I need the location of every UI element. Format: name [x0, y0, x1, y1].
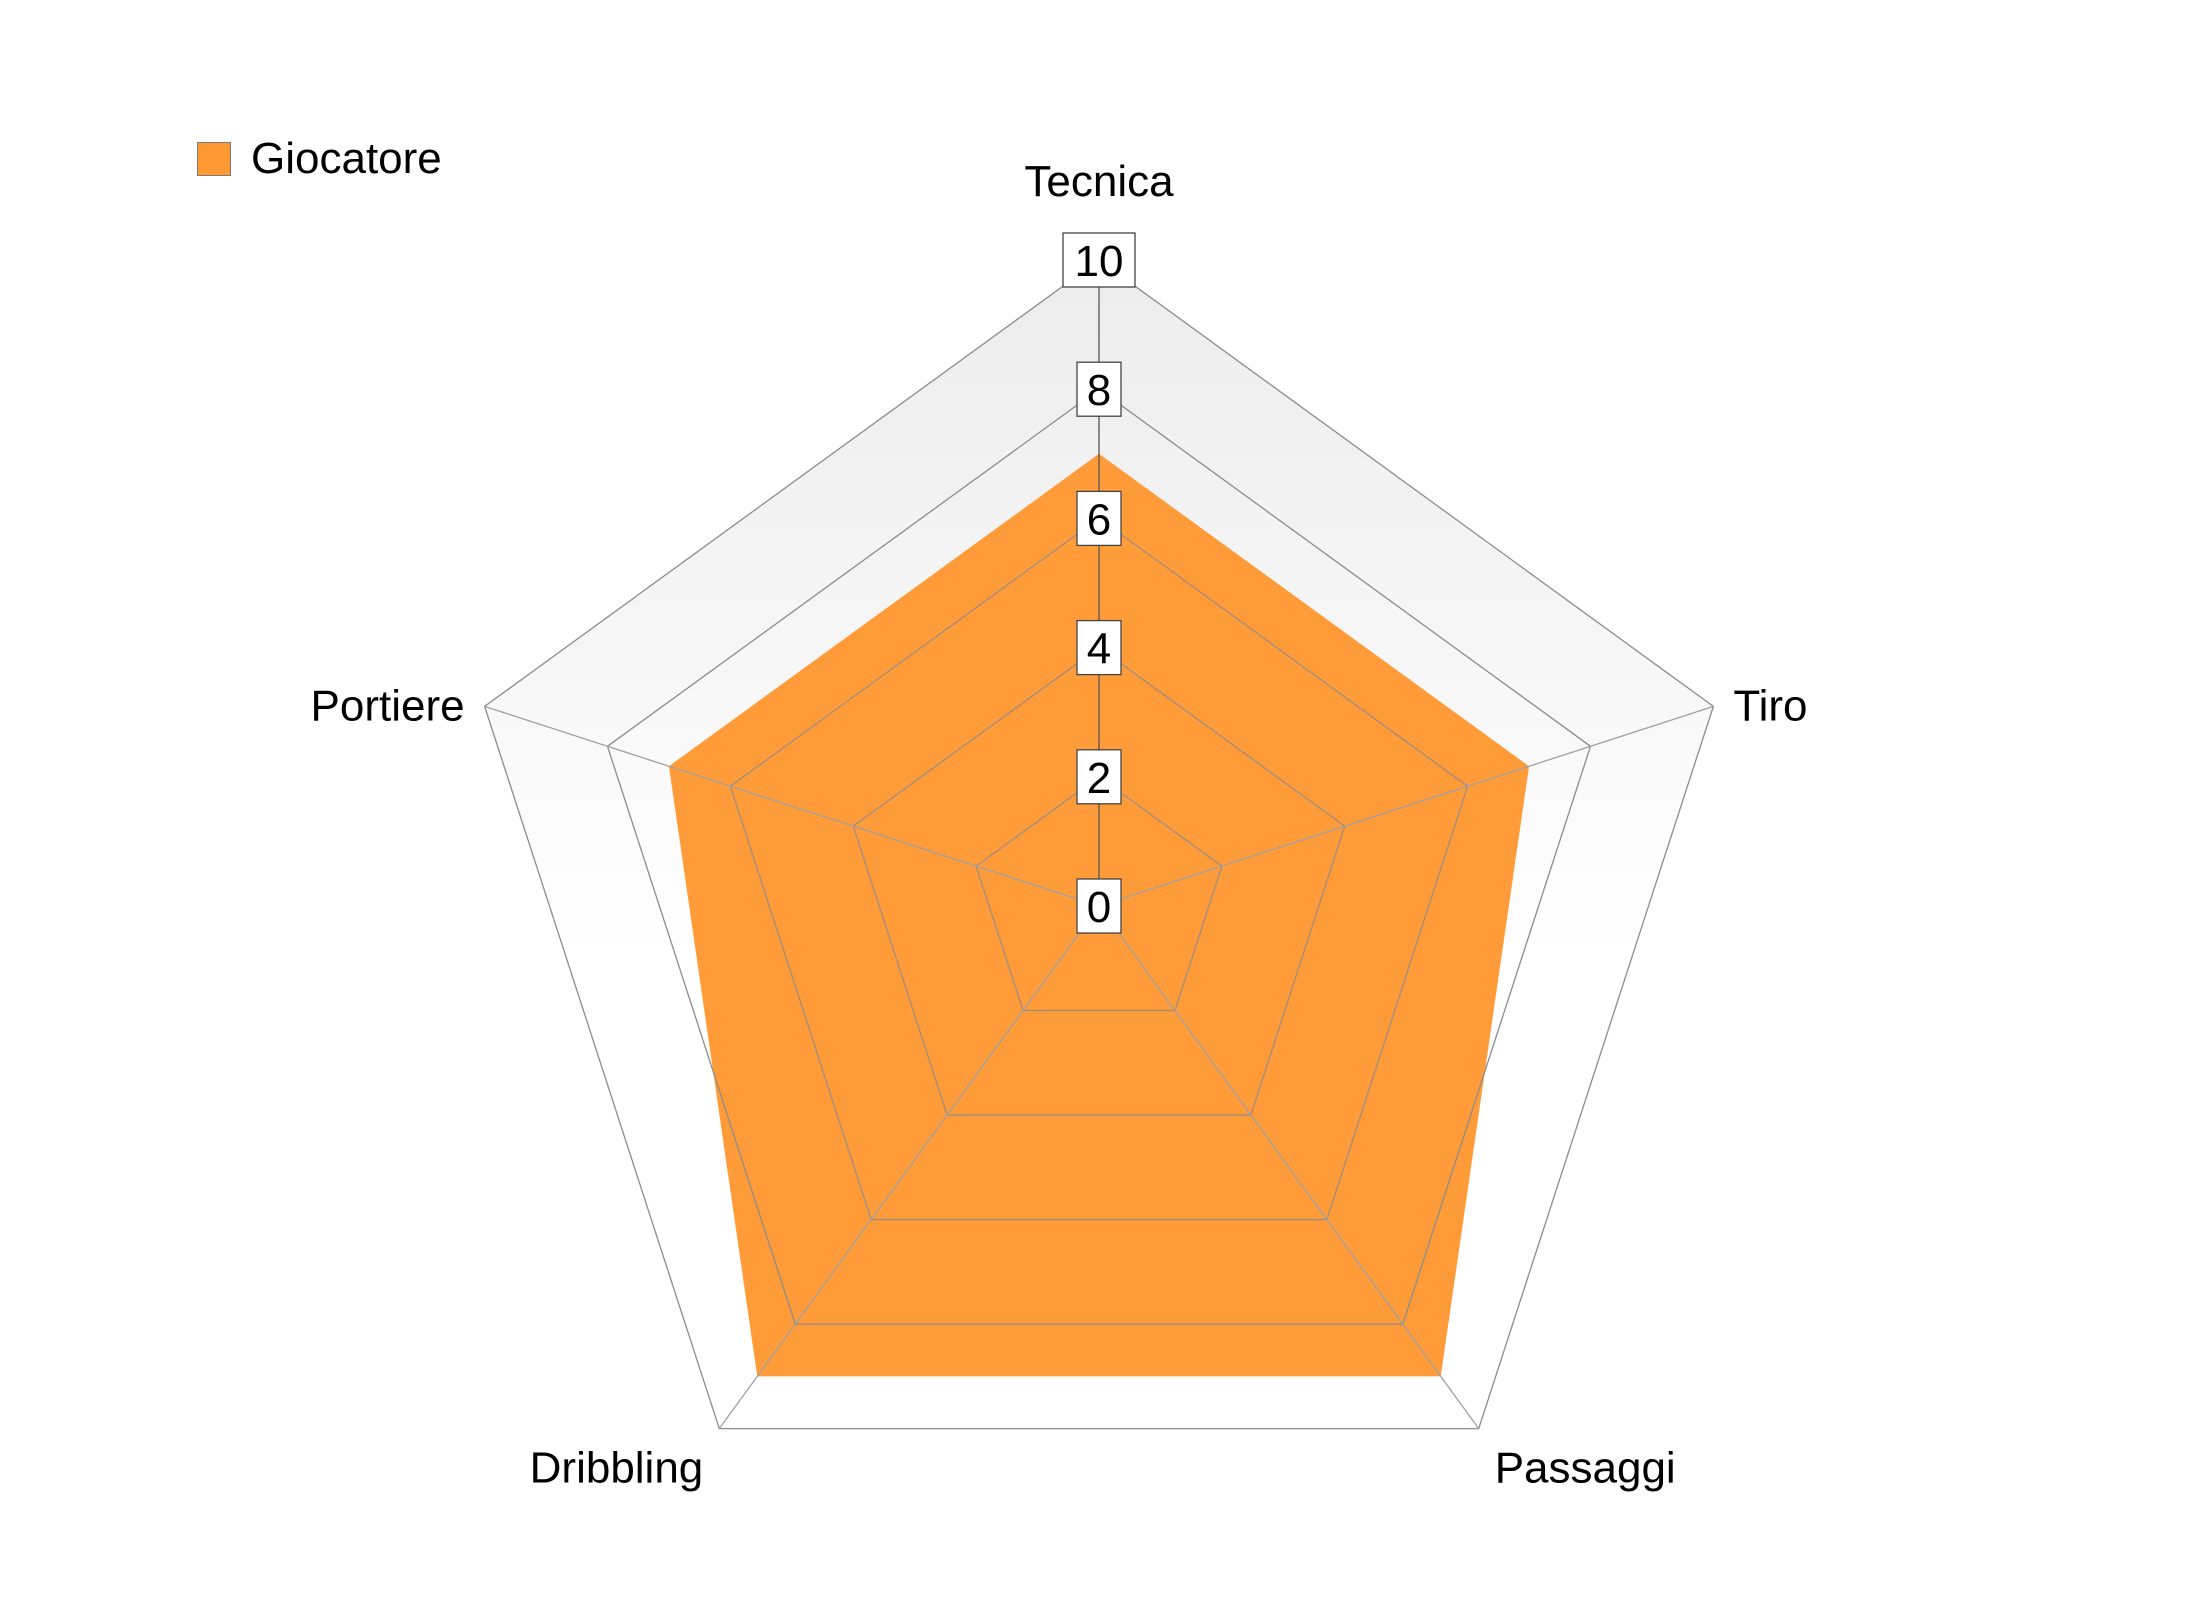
axis-label-tecnica: Tecnica — [1024, 157, 1174, 206]
tick-label-4: 4 — [1087, 625, 1111, 674]
tick-label-6: 6 — [1087, 495, 1111, 544]
axis-label-tiro: Tiro — [1733, 681, 1807, 730]
tick-label-0: 0 — [1087, 883, 1111, 932]
tick-label-10: 10 — [1075, 237, 1124, 286]
axis-label-portiere: Portiere — [311, 681, 465, 730]
tick-label-2: 2 — [1087, 754, 1111, 803]
tick-label-8: 8 — [1087, 366, 1111, 415]
legend-swatch — [197, 142, 231, 176]
axis-label-dribbling: Dribbling — [530, 1444, 704, 1493]
axis-label-passaggi: Passaggi — [1495, 1444, 1676, 1493]
legend: Giocatore — [197, 134, 442, 184]
legend-label: Giocatore — [251, 134, 442, 184]
